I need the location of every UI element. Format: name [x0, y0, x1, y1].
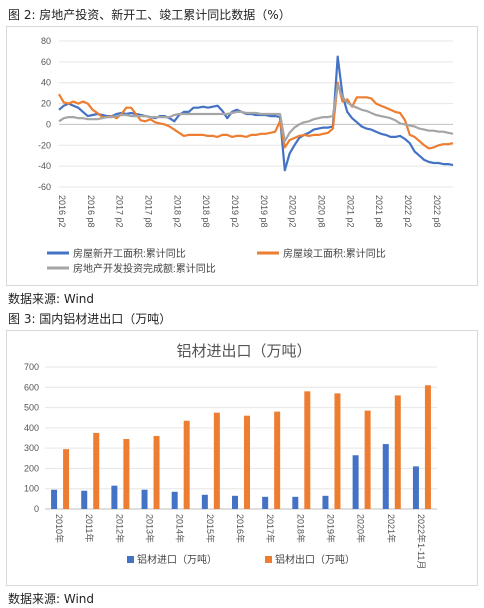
export-bar — [334, 393, 341, 509]
x-tick-label: 2020年 — [356, 514, 367, 543]
line-chart: -60 -40 -20 0 20 40 60 80 2016 p2 2016 p8 2017 p2 2… — [38, 36, 454, 275]
x-tick-label: 2013年 — [145, 514, 156, 543]
x-tick-label: 2016 p8 — [86, 195, 96, 228]
x-tick-label: 2021 p8 — [374, 195, 384, 228]
y-tick-label: -40 — [38, 161, 51, 171]
y-tick-label: 600 — [24, 382, 39, 392]
x-tick-label: 2010年 — [54, 514, 65, 543]
x-tick-label: 2019年 — [325, 514, 336, 543]
y-tick-label: 20 — [41, 99, 51, 109]
x-tick-label: 2011年 — [84, 514, 95, 542]
series-line-2 — [58, 81, 454, 150]
legend-label: 房地产开发投资完成额:累计同比 — [73, 262, 216, 275]
figure3-caption: 图 3: 国内铝材进出口（万吨） — [8, 312, 172, 326]
figure3-frame: 铝材进出口（万吨） 0 100 200 300 400 500 600 700 2010年 2011… — [6, 330, 478, 586]
export-bar — [153, 435, 160, 509]
y-tick-label: 0 — [34, 504, 39, 514]
y-tick-label: 100 — [24, 484, 39, 494]
bar-chart: 铝材进出口（万吨） 0 100 200 300 400 500 600 700 2010年 2011… — [24, 343, 437, 569]
import-bar — [292, 496, 299, 509]
y-tick-label: 400 — [24, 423, 39, 433]
export-bar — [394, 395, 401, 509]
y-tick-label: 300 — [24, 443, 39, 453]
import-bar — [171, 491, 178, 509]
export-bar — [274, 411, 281, 509]
x-tick-label: 2020 p2 — [288, 195, 298, 228]
export-bar — [63, 449, 70, 509]
export-bar — [93, 432, 100, 509]
y-tick-label: -60 — [38, 182, 51, 192]
legend-label: 房屋竣工面积:累计同比 — [283, 247, 386, 260]
export-bar — [304, 391, 311, 509]
x-tick-label: 2012年 — [114, 514, 125, 543]
import-bar — [232, 495, 238, 509]
x-tick-label: 2022年1-11月 — [416, 514, 427, 569]
import-bar — [322, 495, 329, 509]
y-tick-label: 40 — [41, 78, 51, 88]
export-bar — [244, 415, 250, 509]
x-tick-label: 2022 p8 — [432, 195, 442, 228]
y-tick-label: 80 — [41, 36, 51, 46]
x-tick-label: 2014年 — [175, 514, 186, 543]
y-tick-label: 0 — [46, 119, 51, 129]
export-bar — [424, 385, 431, 509]
x-tick-label: 2018年 — [295, 514, 306, 543]
import-bar — [262, 496, 269, 509]
import-bar — [111, 485, 118, 509]
import-bar — [201, 494, 208, 509]
x-tick-label: 2021 p2 — [345, 195, 355, 228]
legend-swatch — [127, 556, 134, 563]
figure2-source: 数据来源: Wind — [8, 292, 95, 306]
x-tick-label: 2017 p8 — [143, 195, 153, 228]
x-tick-label: 2019 p2 — [230, 195, 240, 228]
x-tick-label: 2020 p8 — [316, 195, 326, 228]
series-line-1 — [58, 55, 454, 172]
x-tick-label: 2021年 — [386, 514, 397, 543]
x-tick-label: 2016 p2 — [57, 195, 67, 228]
figure3-source: 数据来源: Wind — [8, 592, 95, 606]
legend-label: 铝材进口（万吨） — [137, 553, 217, 566]
import-bar — [51, 489, 58, 509]
legend-label: 铝材出口（万吨） — [275, 553, 355, 566]
import-bar — [352, 455, 359, 509]
x-tick-label: 2015年 — [205, 514, 216, 543]
chart-title: 铝材进出口（万吨） — [176, 343, 311, 360]
import-bar — [81, 490, 88, 509]
export-bar — [183, 420, 190, 509]
y-tick-label: 700 — [24, 362, 39, 372]
import-bar — [382, 444, 389, 509]
export-bar — [123, 439, 130, 509]
export-bar — [364, 410, 371, 509]
legend-swatch — [265, 556, 272, 563]
export-bar — [213, 412, 220, 509]
x-tick-label: 2022 p2 — [403, 195, 413, 228]
x-tick-label: 2016年 — [235, 514, 246, 543]
figure2-frame: -60 -40 -20 0 20 40 60 80 2016 p2 2016 p8 2017 p2 2… — [6, 26, 478, 286]
x-tick-label: 2019 p8 — [259, 195, 269, 228]
legend-label: 房屋新开工面积:累计同比 — [73, 247, 186, 260]
y-tick-label: -20 — [38, 140, 51, 150]
y-tick-label: 500 — [24, 403, 39, 413]
figure2-caption: 图 2: 房地产投资、新开工、竣工累计同比数据（%） — [8, 8, 291, 22]
x-tick-label: 2017 p2 — [115, 195, 125, 228]
x-tick-label: 2017年 — [265, 514, 276, 543]
x-tick-label: 2018 p2 — [172, 195, 182, 228]
y-tick-label: 200 — [24, 463, 39, 473]
x-tick-label: 2018 p8 — [201, 195, 211, 228]
import-bar — [412, 466, 419, 509]
import-bar — [141, 489, 148, 509]
series-line-3 — [58, 83, 454, 143]
y-tick-label: 60 — [41, 57, 51, 67]
